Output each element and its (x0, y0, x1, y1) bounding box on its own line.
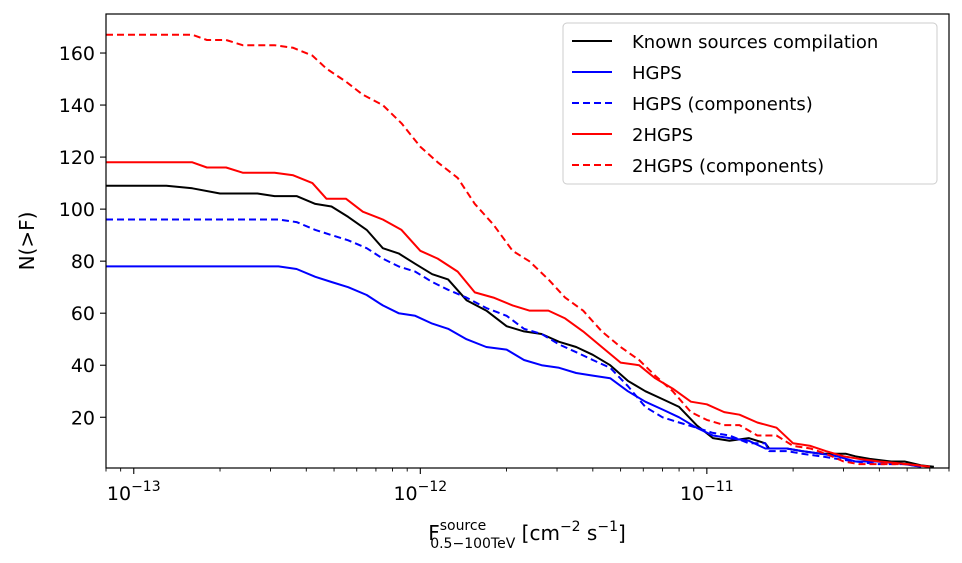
y-tick-label: 40 (71, 355, 95, 377)
series-line-3 (106, 161, 930, 468)
x-tick-label: 10−11 (680, 479, 734, 505)
y-tick-label: 160 (59, 43, 95, 65)
x-tick-label: 10−12 (393, 479, 447, 505)
x-tick-label: 10−13 (107, 479, 161, 505)
legend-entry-2hgps: 2HGPS (572, 125, 693, 146)
x-label-units-mid: s (581, 521, 598, 545)
series-layer (106, 33, 935, 468)
y-axis: 20 40 60 80 100 120 140 160 (59, 43, 106, 429)
y-tick-label: 20 (71, 407, 95, 429)
legend: Known sources compilation HGPS HGPS (com… (562, 22, 938, 185)
x-axis: 10−13 10−12 10−11 (105, 468, 950, 505)
legend-label-2hgps: 2HGPS (632, 125, 693, 146)
x-label-units-exp1: −2 (560, 519, 581, 535)
y-tick-label: 60 (71, 303, 95, 325)
series-line-1 (106, 265, 922, 468)
x-label-units-end: ] (618, 521, 626, 545)
x-label-units: [cm (515, 521, 560, 545)
legend-entry-known: Known sources compilation (572, 32, 878, 53)
legend-entry-2hgps-components: 2HGPS (components) (572, 156, 824, 177)
legend-entry-hgps-components: HGPS (components) (572, 94, 813, 115)
legend-label-hgps-components: HGPS (components) (632, 94, 813, 115)
legend-label-hgps: HGPS (632, 63, 682, 84)
x-label-main: F (428, 521, 440, 545)
series-line-2 (106, 218, 922, 468)
y-axis-label: N(>F) (15, 212, 39, 271)
y-tick-label: 120 (59, 147, 95, 169)
legend-label-2hgps-components: 2HGPS (components) (632, 156, 824, 177)
legend-box (562, 22, 938, 185)
legend-label-known: Known sources compilation (632, 32, 878, 53)
x-label-subscript: 0.5−100TeV (430, 536, 516, 552)
y-tick-label: 100 (59, 199, 95, 221)
legend-entry-hgps: HGPS (572, 63, 682, 84)
x-axis-label: Fsource 0.5−100TeV [cm−2 s−1] (428, 518, 626, 552)
x-label-superscript: source (440, 518, 487, 534)
y-tick-label: 80 (71, 251, 95, 273)
plot-frame (105, 13, 950, 469)
series-line-4 (106, 33, 930, 468)
x-label-units-exp2: −1 (597, 519, 618, 535)
y-tick-label: 140 (59, 95, 95, 117)
series-line-0 (106, 184, 935, 468)
